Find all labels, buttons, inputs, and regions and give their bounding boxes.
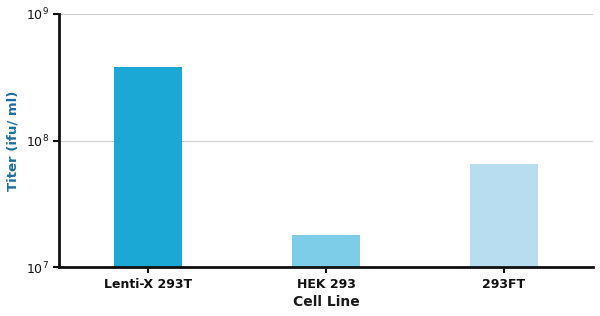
X-axis label: Cell Line: Cell Line xyxy=(293,295,359,309)
Bar xyxy=(114,67,182,316)
Bar xyxy=(292,235,360,316)
Bar xyxy=(470,164,538,316)
Y-axis label: Titer (ifu/ ml): Titer (ifu/ ml) xyxy=(7,90,20,191)
